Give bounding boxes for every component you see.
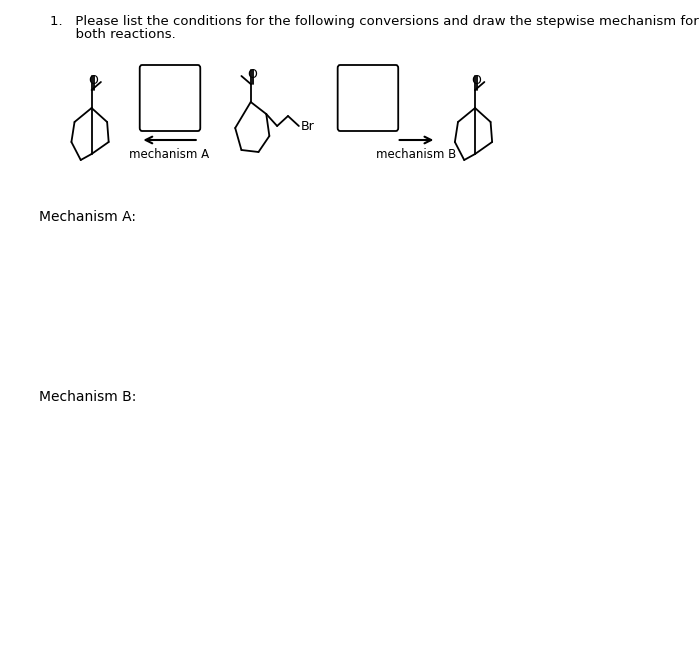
Text: Br: Br	[301, 120, 315, 132]
Text: O: O	[471, 74, 481, 87]
Text: O: O	[88, 74, 98, 87]
Text: both reactions.: both reactions.	[50, 28, 176, 41]
Text: O: O	[247, 68, 257, 81]
Text: Mechanism A:: Mechanism A:	[38, 210, 136, 224]
Text: mechanism B: mechanism B	[376, 148, 456, 161]
Text: 1.   Please list the conditions for the following conversions and draw the stepw: 1. Please list the conditions for the fo…	[50, 15, 699, 28]
Text: mechanism A: mechanism A	[130, 148, 209, 161]
Text: Mechanism B:: Mechanism B:	[38, 390, 136, 404]
